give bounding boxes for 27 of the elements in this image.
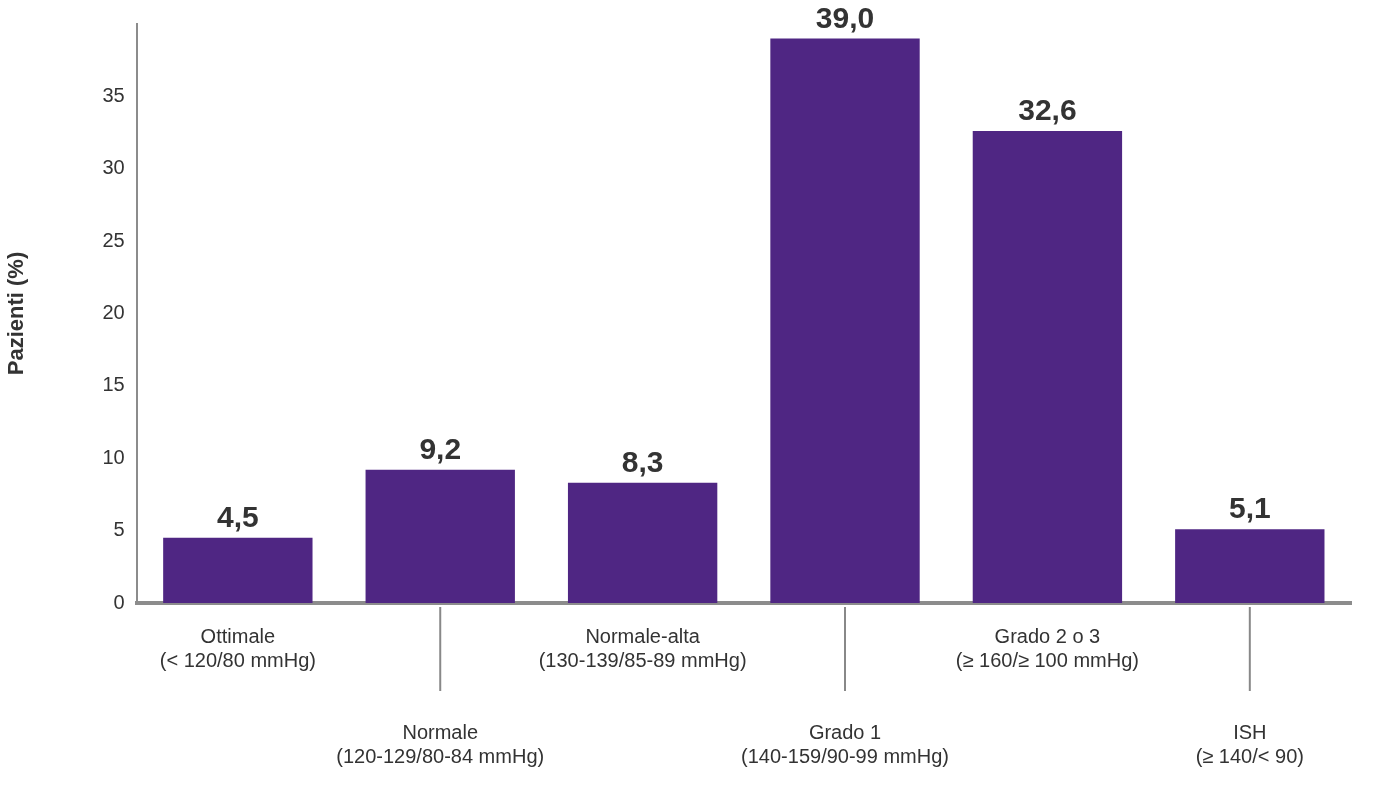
bar xyxy=(1175,529,1325,603)
x-tick-label: ISH (≥ 140/< 90) xyxy=(1195,720,1304,767)
y-tick-label: 30 xyxy=(102,156,125,179)
y-tick-label: 15 xyxy=(102,373,125,396)
data-label: 39,0 xyxy=(815,0,875,34)
y-tick-label: 25 xyxy=(102,228,125,251)
y-tick-label: 5 xyxy=(113,518,125,541)
y-axis-title: Pazienti (%) xyxy=(3,251,29,376)
x-tick-label: Ottimale (< 120/80 mmHg) xyxy=(159,624,316,671)
y-tick-label: 10 xyxy=(102,445,125,468)
bar xyxy=(365,469,515,603)
data-label: 4,5 xyxy=(216,500,259,534)
bar xyxy=(972,131,1123,603)
y-tick-label: 0 xyxy=(113,590,125,613)
x-tick-label: Grado 1 (140-159/90-99 mmHg) xyxy=(741,720,949,767)
x-tick-label: Normale (120-129/80-84 mmHg) xyxy=(336,720,545,767)
data-label: 5,1 xyxy=(1228,491,1271,525)
y-tick-label: 35 xyxy=(102,83,125,106)
data-label: 9,2 xyxy=(419,432,462,466)
data-label: 8,3 xyxy=(621,445,664,479)
x-tick-label: Normale-alta (130-139/85-89 mmHg) xyxy=(538,624,747,671)
y-tick-label: 20 xyxy=(102,301,125,324)
bar xyxy=(770,38,920,603)
bar xyxy=(567,482,718,603)
bar xyxy=(163,537,313,603)
data-label: 32,6 xyxy=(1018,93,1077,127)
x-tick-label: Grado 2 o 3 (≥ 160/≥ 100 mmHg) xyxy=(955,624,1139,671)
